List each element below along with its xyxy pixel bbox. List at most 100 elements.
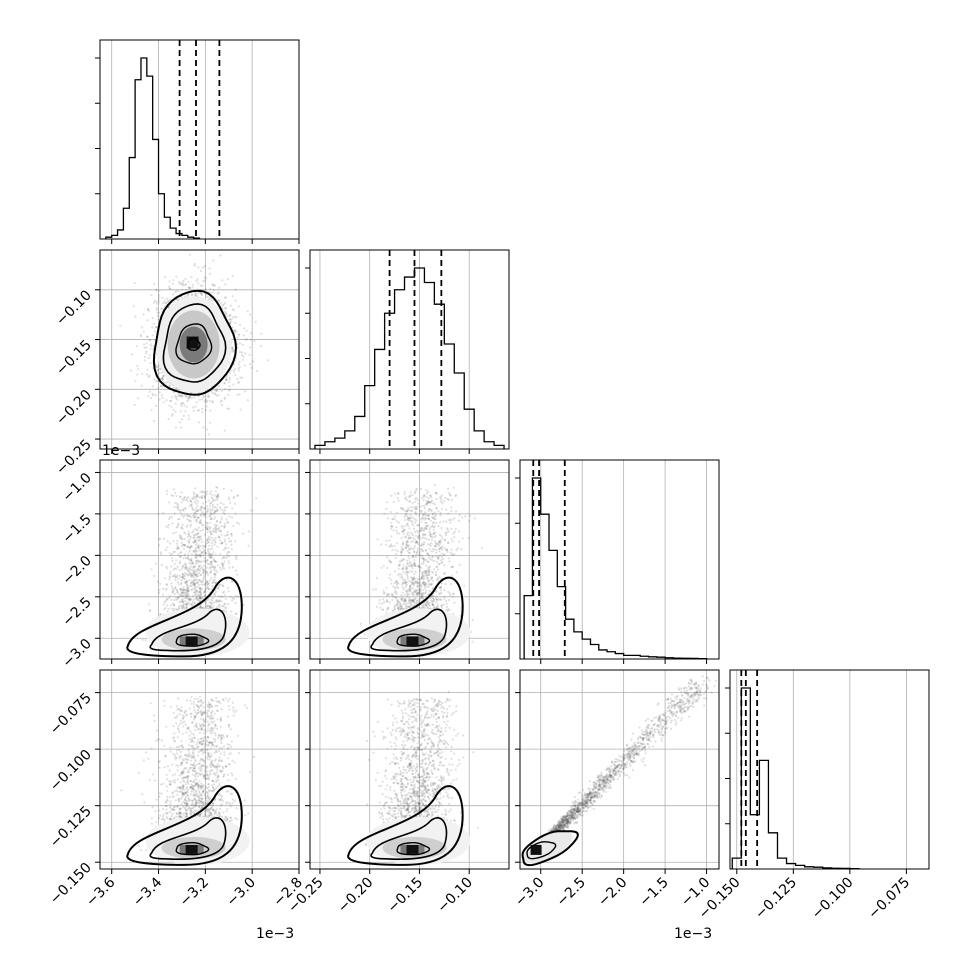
- sample-point-r2-c0-1723: [186, 594, 189, 597]
- sample-point-r2-c0-1097: [206, 510, 209, 513]
- sample-point-r2-c0-105: [207, 582, 210, 585]
- sample-point-r2-c0-1559: [228, 562, 231, 565]
- sample-point-r2-c0-16: [189, 546, 192, 550]
- sample-point-r2-c0-2020: [174, 586, 177, 590]
- sample-point-r2-c0-64: [186, 583, 189, 586]
- sample-point-r2-c0-562: [209, 560, 212, 564]
- sample-point-r2-c0-1797: [208, 555, 211, 558]
- sample-point-r2-c0-1765: [196, 598, 199, 602]
- sample-point-r2-c0-2262: [180, 537, 183, 540]
- sample-point-r1-c0-2599: [208, 267, 211, 270]
- sample-point-r2-c0-1771: [227, 551, 230, 554]
- sample-point-r2-c0-1885: [228, 566, 231, 569]
- sample-point-r1-c0-1048: [161, 296, 164, 299]
- sample-point-r2-c0-758: [198, 536, 201, 539]
- sample-point-r1-c0-1910: [184, 288, 187, 291]
- sample-point-r2-c0-2251: [196, 555, 199, 558]
- sample-point-r2-c0-1330: [180, 491, 183, 494]
- sample-point-r2-c0-1709: [187, 541, 191, 544]
- sample-point-r1-c0-1126: [169, 399, 172, 402]
- sample-point-r2-c0-311: [205, 605, 208, 608]
- sample-point-r1-c0-1086: [146, 319, 149, 322]
- sample-point-r2-c0-939: [210, 560, 213, 564]
- sample-point-r1-c0-2185: [184, 410, 187, 413]
- sample-point-r2-c0-983: [195, 561, 199, 564]
- sample-point-r1-c0-934: [230, 320, 233, 323]
- sample-point-r1-c0-1517: [196, 278, 199, 281]
- sample-point-r1-c0-559: [239, 350, 242, 354]
- sample-point-r2-c0-1803: [195, 543, 198, 547]
- sample-point-r2-c0-932: [203, 556, 206, 560]
- sample-point-r1-c0-475: [246, 338, 249, 341]
- sample-point-r1-c0-2364: [197, 409, 200, 412]
- sample-point-r2-c0-1729: [186, 524, 189, 527]
- panel-border-r1-c1: [309, 249, 510, 450]
- sample-point-r2-c0-363: [196, 572, 199, 576]
- sample-point-r2-c0-2060: [168, 516, 172, 519]
- sample-point-r2-c0-1751: [213, 594, 216, 597]
- sample-point-r2-c0-1833: [214, 541, 217, 544]
- sample-point-r2-c0-498: [170, 557, 174, 560]
- sample-point-r1-c0-465: [197, 291, 200, 294]
- sample-point-r2-c0-1020: [194, 573, 197, 576]
- sample-point-r2-c0-872: [220, 518, 223, 521]
- sample-point-r2-c0-135: [216, 545, 219, 548]
- sample-point-r2-c0-1725: [211, 565, 214, 568]
- sample-point-r2-c0-2028: [160, 563, 163, 567]
- sample-point-r1-c0-1351: [197, 266, 200, 269]
- sample-point-r2-c0-2072: [170, 598, 173, 602]
- sample-point-r2-c0-675: [187, 598, 190, 601]
- sample-point-r2-c0-1479: [170, 565, 173, 568]
- sample-point-r2-c0-958: [189, 536, 193, 539]
- sample-point-r2-c0-785: [186, 587, 189, 590]
- sample-point-r2-c0-912: [178, 574, 181, 578]
- sample-point-r1-c0-99: [226, 374, 229, 378]
- sample-point-r2-c0-2130: [177, 596, 180, 599]
- sample-point-r2-c0-1459: [184, 581, 187, 584]
- sample-point-r2-c0-1421: [210, 509, 213, 512]
- sample-point-r2-c0-1474: [179, 536, 182, 539]
- sample-point-r2-c0-1188: [235, 569, 238, 572]
- sample-point-r2-c0-268: [222, 556, 225, 559]
- sample-point-r2-c0-330: [188, 533, 191, 536]
- sample-point-r1-c0-1788: [172, 293, 175, 296]
- sample-point-r1-c0-466: [223, 429, 226, 432]
- sample-point-r1-c0-496: [188, 286, 191, 289]
- sample-point-r2-c0-1635: [226, 552, 229, 556]
- sample-point-r2-c0-67: [175, 596, 178, 599]
- sample-point-r2-c0-1627: [194, 539, 197, 543]
- sample-point-r2-c0-1606: [187, 496, 190, 499]
- sample-point-r1-c0-232: [169, 287, 172, 290]
- sample-point-r2-c0-2246: [159, 582, 162, 585]
- sample-point-r2-c0-779: [205, 604, 209, 608]
- sample-point-r2-c0-850: [192, 570, 196, 574]
- sample-point-r2-c0-191: [194, 549, 197, 552]
- sample-point-r2-c0-1816: [200, 538, 203, 541]
- sample-point-r2-c0-1614: [176, 539, 179, 542]
- sample-point-r1-c0-2292: [143, 355, 147, 358]
- sample-point-r1-c0-1026: [220, 399, 223, 402]
- sample-point-r2-c0-980: [220, 516, 223, 519]
- sample-point-r2-c0-991: [174, 491, 177, 494]
- sample-point-r2-c0-2017: [176, 546, 180, 550]
- sample-point-r2-c0-1836: [197, 599, 200, 602]
- sample-point-r2-c0-1055: [158, 591, 161, 594]
- sample-point-r2-c0-1180: [216, 509, 219, 512]
- sample-point-r2-c0-2182: [162, 537, 165, 540]
- sample-point-r2-c0-1183: [212, 499, 215, 502]
- sample-point-r2-c0-1027: [191, 594, 194, 597]
- sample-point-r1-c0-1222: [225, 378, 228, 381]
- sample-point-r2-c0-2151: [198, 569, 201, 572]
- sample-point-r1-c0-2312: [139, 335, 143, 338]
- sample-point-r2-c0-479: [199, 597, 203, 600]
- sample-point-r2-c0-798: [201, 495, 204, 498]
- sample-point-r2-c0-1983: [199, 573, 203, 576]
- sample-point-r1-c0-379: [168, 385, 171, 388]
- sample-point-r2-c0-769: [165, 525, 168, 528]
- sample-point-r2-c0-856: [208, 562, 211, 566]
- sample-point-r2-c0-287: [216, 498, 219, 501]
- sample-point-r1-c0-1303: [189, 395, 192, 399]
- sample-point-r2-c0-416: [223, 506, 227, 509]
- sample-point-r2-c0-310: [191, 572, 194, 575]
- sample-point-r1-c0-1691: [165, 399, 168, 402]
